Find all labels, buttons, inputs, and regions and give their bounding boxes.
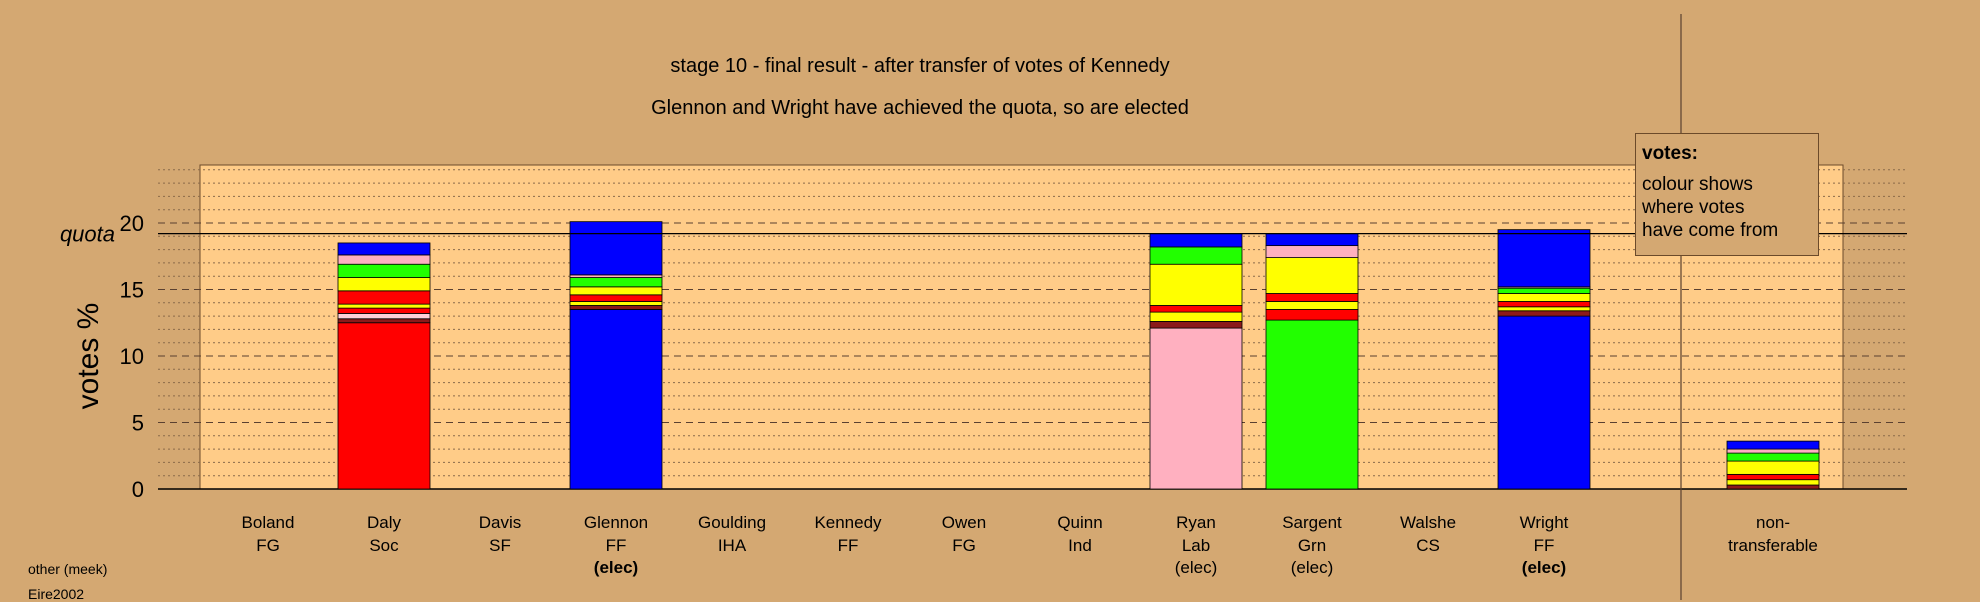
bar-segment bbox=[1497, 301, 1591, 308]
category-party-label: SF bbox=[489, 536, 511, 555]
legend-line: colour shows bbox=[1642, 174, 1753, 195]
category-name-label: Ryan bbox=[1176, 513, 1216, 532]
bar-segment bbox=[1726, 440, 1820, 450]
category-name-label: Kennedy bbox=[814, 513, 882, 532]
bar-segment bbox=[1726, 479, 1820, 486]
bar-segment bbox=[337, 242, 431, 256]
bar-segment bbox=[337, 254, 431, 265]
legend-line: where votes bbox=[1642, 197, 1745, 218]
bar-segment bbox=[337, 322, 431, 490]
bar-segment bbox=[569, 221, 663, 276]
footer-method: other (meek) bbox=[28, 561, 108, 577]
bar-segment bbox=[337, 303, 431, 309]
category-party-label: Ind bbox=[1068, 536, 1092, 555]
bar-segment bbox=[569, 294, 663, 302]
bar-segment bbox=[1497, 293, 1591, 302]
bar-segment bbox=[1149, 311, 1243, 322]
bar-segment bbox=[1497, 315, 1591, 490]
footer-election: Eire2002 bbox=[28, 586, 85, 602]
category-name-label: Quinn bbox=[1057, 513, 1102, 532]
y-axis-label: votes % bbox=[72, 303, 105, 410]
category-name-label: Owen bbox=[942, 513, 986, 532]
bar-segment bbox=[337, 318, 431, 324]
bar-segment bbox=[1497, 306, 1591, 312]
bar-segment bbox=[1265, 233, 1359, 247]
category-party-label: IHA bbox=[718, 536, 747, 555]
category-name-label: Davis bbox=[479, 513, 522, 532]
bar-segment bbox=[1726, 452, 1820, 462]
bar-segment bbox=[1726, 484, 1820, 490]
category-status-label: (elec) bbox=[1291, 558, 1334, 577]
bar-segment bbox=[337, 313, 431, 320]
bar-segment bbox=[1149, 233, 1243, 248]
chart-title: stage 10 - final result - after transfer… bbox=[670, 55, 1170, 77]
bar-segment bbox=[1149, 305, 1243, 313]
category-party-label: FG bbox=[952, 536, 976, 555]
bar-segment bbox=[337, 307, 431, 314]
bar-segment bbox=[1265, 257, 1359, 294]
bar-segment bbox=[1726, 448, 1820, 454]
category-name-label: Boland bbox=[242, 513, 295, 532]
category-party-label: FG bbox=[256, 536, 280, 555]
legend-box: votes: colour shows where votes have com… bbox=[1635, 133, 1819, 256]
bar-segment bbox=[1149, 327, 1243, 490]
bar-segment bbox=[1497, 310, 1591, 317]
bar-segment bbox=[569, 301, 663, 306]
plot-area bbox=[199, 164, 1844, 490]
bar-segment bbox=[1149, 246, 1243, 265]
bar-segment bbox=[1265, 319, 1359, 490]
y-tick-label: 20 bbox=[120, 211, 144, 236]
y-tick-label: 10 bbox=[120, 344, 144, 369]
bar-segment bbox=[1726, 473, 1820, 481]
bar-segment bbox=[1265, 301, 1359, 310]
category-party-label: Lab bbox=[1182, 536, 1210, 555]
category-party-label: FF bbox=[606, 536, 627, 555]
bar-segment bbox=[337, 290, 431, 305]
bar-segment bbox=[1149, 321, 1243, 329]
y-tick-label: 15 bbox=[120, 278, 144, 303]
category-party-label: transferable bbox=[1728, 536, 1818, 555]
legend-line: have come from bbox=[1642, 220, 1779, 241]
legend-title: votes: bbox=[1642, 143, 1698, 164]
bar-segment bbox=[1265, 245, 1359, 258]
category-party-label: FF bbox=[1534, 536, 1555, 555]
category-name-label: Wright bbox=[1520, 513, 1569, 532]
bar-segment bbox=[1726, 460, 1820, 475]
bar-segment bbox=[569, 309, 663, 490]
category-name-label: Walshe bbox=[1400, 513, 1456, 532]
bar-segment bbox=[1265, 293, 1359, 302]
bar-segment bbox=[1265, 309, 1359, 321]
bar-segment bbox=[337, 277, 431, 292]
quota-label: quota bbox=[60, 222, 115, 247]
category-name-label: Daly bbox=[367, 513, 402, 532]
bar-segment bbox=[569, 277, 663, 288]
bar-segment bbox=[1497, 287, 1591, 294]
category-status-label: (elec) bbox=[1175, 558, 1218, 577]
category-name-label: Goulding bbox=[698, 513, 766, 532]
bar-segment bbox=[337, 263, 431, 278]
y-tick-label: 0 bbox=[132, 477, 144, 502]
chart-subtitle: Glennon and Wright have achieved the quo… bbox=[651, 97, 1189, 119]
category-name-label: Sargent bbox=[1282, 513, 1342, 532]
category-party-label: FF bbox=[838, 536, 859, 555]
bar-segment bbox=[569, 305, 663, 310]
bar-segment bbox=[569, 286, 663, 296]
category-party-label: Grn bbox=[1298, 536, 1326, 555]
bar-segment bbox=[1497, 229, 1591, 288]
category-name-label: Glennon bbox=[584, 513, 648, 532]
category-party-label: CS bbox=[1416, 536, 1440, 555]
category-name-label: non- bbox=[1756, 513, 1790, 532]
category-party-label: Soc bbox=[369, 536, 399, 555]
bar-segment bbox=[1149, 263, 1243, 306]
category-status-label: (elec) bbox=[594, 558, 638, 577]
category-status-label: (elec) bbox=[1522, 558, 1566, 577]
y-tick-label: 5 bbox=[132, 411, 144, 436]
